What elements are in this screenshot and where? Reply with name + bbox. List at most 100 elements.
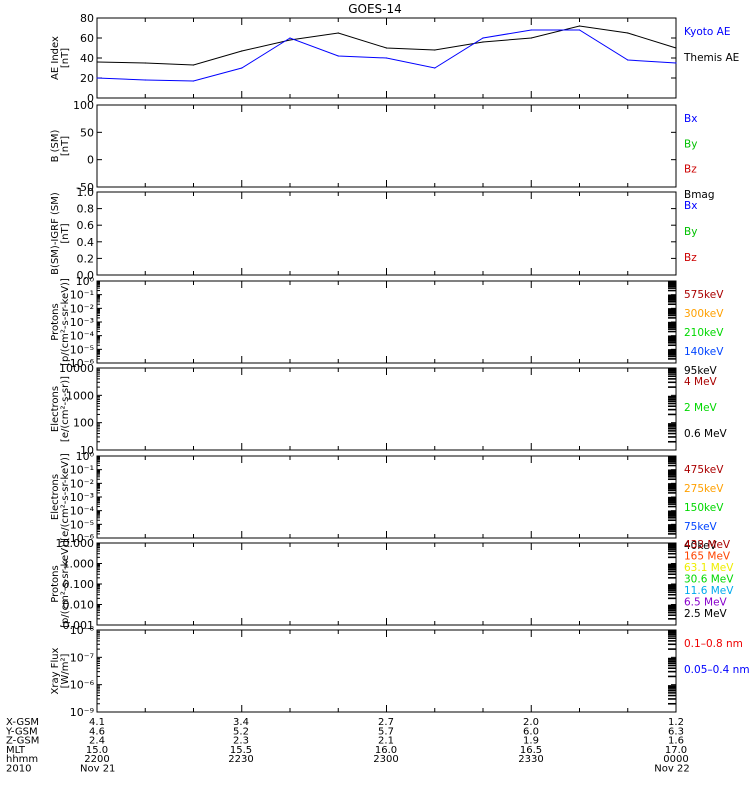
y-axis-label: [e/(cm²-s-sr)] <box>60 376 71 442</box>
footer-value: 15.5 <box>230 745 252 756</box>
panel-frame <box>96 367 677 451</box>
footer-value: 4.6 <box>89 726 105 737</box>
legend-entry: 30.6 MeV <box>684 574 734 586</box>
data-point <box>96 77 98 79</box>
legend-entry: 95keV <box>684 365 718 377</box>
y-tick-label: 40 <box>80 52 94 65</box>
footer-value: 15.0 <box>86 745 108 756</box>
y-tick-label: 10⁻⁷ <box>70 651 94 664</box>
legend-entry: 475keV <box>684 464 724 476</box>
y-tick-label: 1000 <box>66 389 94 402</box>
legend-entry: 4 MeV <box>684 376 718 388</box>
footer-value: 1.9 <box>523 736 539 747</box>
legend-entry: By <box>684 138 697 150</box>
legend-entry: 0.6 MeV <box>684 428 728 440</box>
data-point <box>144 79 146 81</box>
legend-entry: 40keV <box>684 540 718 552</box>
data-point <box>675 47 677 49</box>
series-line-themis-ae <box>96 25 677 66</box>
y-tick-label: 10⁻⁶ <box>70 532 95 545</box>
y-tick-label: 10⁻⁴ <box>70 505 95 518</box>
panel-frame <box>96 191 677 276</box>
data-point <box>385 57 388 59</box>
data-point <box>289 37 291 39</box>
y-tick-label: 0.0 <box>77 269 95 282</box>
legend-entry: By <box>684 226 697 238</box>
footer-value: 2.4 <box>89 736 105 747</box>
footer-value: 2200 <box>84 754 109 765</box>
footer-value: 16.5 <box>520 745 542 756</box>
y-tick-label: 80 <box>80 12 94 25</box>
legend-entry: Bx <box>684 113 697 125</box>
footer-value: 2.3 <box>233 736 249 747</box>
data-point <box>530 29 532 31</box>
panel-ae: 80 60 40 20 0 AE Index [nT] Kyoto AE Themis AE <box>50 12 739 105</box>
data-point <box>144 62 146 64</box>
legend-entry: 165 MeV <box>684 551 731 563</box>
footer-value: 2.1 <box>378 736 394 747</box>
y-tick-label: 10⁻⁴ <box>70 330 95 343</box>
data-point <box>192 80 195 82</box>
y-tick-label: 10⁻³ <box>70 316 94 329</box>
legend-entry: 2.5 MeV <box>684 608 728 620</box>
legend-entry: 2 MeV <box>684 402 718 414</box>
data-point <box>627 32 629 34</box>
y-tick-label: 0 <box>87 154 94 167</box>
data-point <box>434 67 436 69</box>
footer-row-label: Y-GSM <box>5 726 38 737</box>
footer-row-label: MLT <box>6 745 26 756</box>
legend-entry: 63.1 MeV <box>684 562 734 574</box>
legend-entry: 0.05–0.4 nm <box>684 664 750 676</box>
y-tick-label: 10⁻⁶ <box>70 357 95 370</box>
footer-row-label: 2010 <box>6 764 31 775</box>
y-tick-label: -50 <box>76 181 94 194</box>
y-tick-label: 0.8 <box>77 203 95 216</box>
footer-value: 4.1 <box>89 717 105 728</box>
footer-value: 6.3 <box>668 726 684 737</box>
y-axis-label: Xray Flux <box>50 647 61 694</box>
y-tick-label: 10⁻¹ <box>70 464 94 477</box>
footer-row-label: hhmm <box>6 754 38 765</box>
footer-value: 2230 <box>228 754 253 765</box>
legend-entry: Bz <box>684 164 697 176</box>
panel-bdiff: 1.0 0.8 0.6 0.4 0.2 0.0 B(SM)-IGRF (SM) [nT] Bx B… <box>50 186 697 282</box>
y-tick-label: 1.000 <box>63 558 95 571</box>
footer-value: 2300 <box>373 754 398 765</box>
legend-entry: Bx <box>684 200 697 212</box>
data-point <box>289 39 291 41</box>
data-point <box>578 29 581 31</box>
y-tick-label: 100 <box>73 99 94 112</box>
y-axis-label: Protons <box>50 303 61 340</box>
data-point <box>578 25 581 27</box>
legend-entry: 210keV <box>684 327 724 339</box>
y-tick-label: 10⁻³ <box>70 491 94 504</box>
y-axis-label: [nT] <box>60 48 71 68</box>
y-tick-label: 0.4 <box>77 236 95 249</box>
y-tick-label: 10⁻¹ <box>70 289 94 302</box>
legend-entry: 75keV <box>684 521 718 533</box>
y-tick-label: 10⁻⁵ <box>70 343 94 356</box>
legend-entry: 140keV <box>684 346 724 358</box>
y-tick-label: 20 <box>80 72 94 85</box>
panel-protons2: 10.000 1.000 0.100 0.010 0.001 Protons [p/(cm²… <box>50 537 734 632</box>
y-tick-label: 10⁻⁶ <box>70 679 95 692</box>
legend-entry: Themis AE <box>683 52 739 64</box>
y-axis-label: [nT] <box>60 136 71 156</box>
panel-frame <box>96 280 677 364</box>
data-point <box>434 49 436 51</box>
y-axis-label: AE Index <box>50 36 61 80</box>
y-tick-label: 10⁻⁸ <box>70 624 95 637</box>
footer-value: 1.6 <box>668 736 684 747</box>
data-point <box>241 50 243 52</box>
y-axis-label: [nT] <box>60 223 71 243</box>
y-axis-label: [e/(cm²-s-sr-keV)] <box>60 453 71 541</box>
y-tick-label: 10 <box>80 444 94 457</box>
y-tick-label: 10⁰ <box>76 450 95 463</box>
data-point <box>675 62 677 64</box>
y-tick-label: 10⁻⁵ <box>70 518 94 531</box>
y-tick-label: 10000 <box>59 362 94 375</box>
y-tick-label: 60 <box>80 32 94 45</box>
panel-frame <box>96 104 677 188</box>
